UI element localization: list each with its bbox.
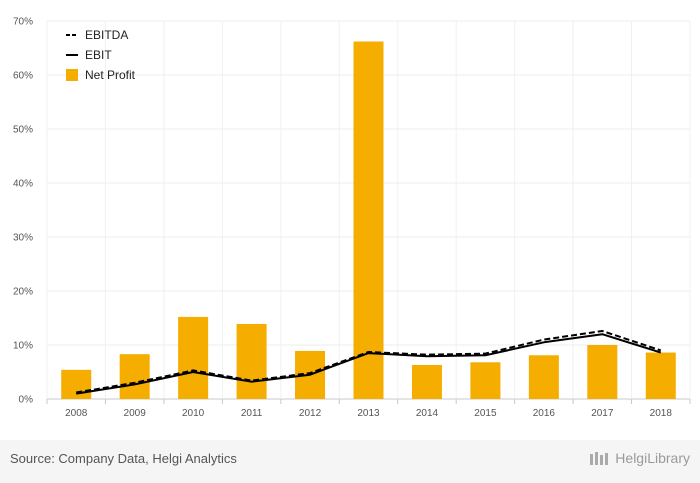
bar-net-profit: [411, 364, 442, 399]
y-tick-label: 10%: [13, 341, 33, 352]
bar-series-net-profit: [61, 41, 676, 400]
y-tick-label: 60%: [13, 71, 33, 82]
chart: 0% 10% 20% 30% 40% 50% 60% 70% 2008 2009 2010 2011…: [13, 17, 691, 419]
legend: EBITDA EBIT Net Profit: [66, 28, 136, 82]
x-tick-label: 2011: [241, 408, 263, 419]
x-tick-label: 2008: [65, 408, 88, 419]
y-axis: 0% 10% 20% 30% 40% 50% 60% 70%: [13, 17, 33, 406]
line-series: [76, 330, 662, 395]
bar-net-profit: [236, 323, 267, 399]
bar-net-profit: [645, 352, 676, 399]
x-tick-label: 2010: [182, 408, 205, 419]
bar-net-profit: [61, 369, 92, 399]
line-ebit: [76, 333, 662, 395]
legend-label-ebit: EBIT: [85, 48, 112, 62]
brand-name: HelgiLibrary: [615, 450, 690, 466]
y-tick-label: 50%: [13, 125, 33, 136]
x-tick-label: 2015: [474, 408, 497, 419]
bar-net-profit: [178, 316, 209, 399]
brand-logo: HelgiLibrary: [589, 450, 690, 466]
y-tick-label: 0%: [19, 395, 34, 406]
library-icon: [590, 452, 609, 465]
bar-net-profit: [470, 362, 501, 399]
x-tick-label: 2009: [124, 408, 147, 419]
y-tick-label: 20%: [13, 287, 33, 298]
x-tick-label: 2016: [533, 408, 556, 419]
footer: [0, 440, 700, 483]
x-tick-label: 2013: [357, 408, 380, 419]
y-tick-label: 70%: [13, 17, 33, 28]
legend-swatch-net-profit: [66, 69, 78, 81]
x-tick-label: 2012: [299, 408, 322, 419]
y-tick-label: 30%: [13, 233, 33, 244]
x-tick-label: 2014: [416, 408, 439, 419]
legend-label-net-profit: Net Profit: [85, 68, 136, 82]
bar-net-profit: [353, 41, 384, 400]
source-note: Source: Company Data, Helgi Analytics: [10, 451, 237, 466]
x-axis: 2008 2009 2010 2011 2012 2013 2014 2015 2016 2017…: [46, 399, 691, 419]
legend-label-ebitda: EBITDA: [85, 28, 128, 42]
bar-net-profit: [587, 345, 618, 399]
bar-net-profit: [119, 354, 150, 399]
x-tick-label: 2018: [650, 408, 673, 419]
line-ebitda: [76, 330, 662, 394]
y-tick-label: 40%: [13, 179, 33, 190]
x-tick-label: 2017: [591, 408, 614, 419]
bar-net-profit: [528, 355, 559, 399]
